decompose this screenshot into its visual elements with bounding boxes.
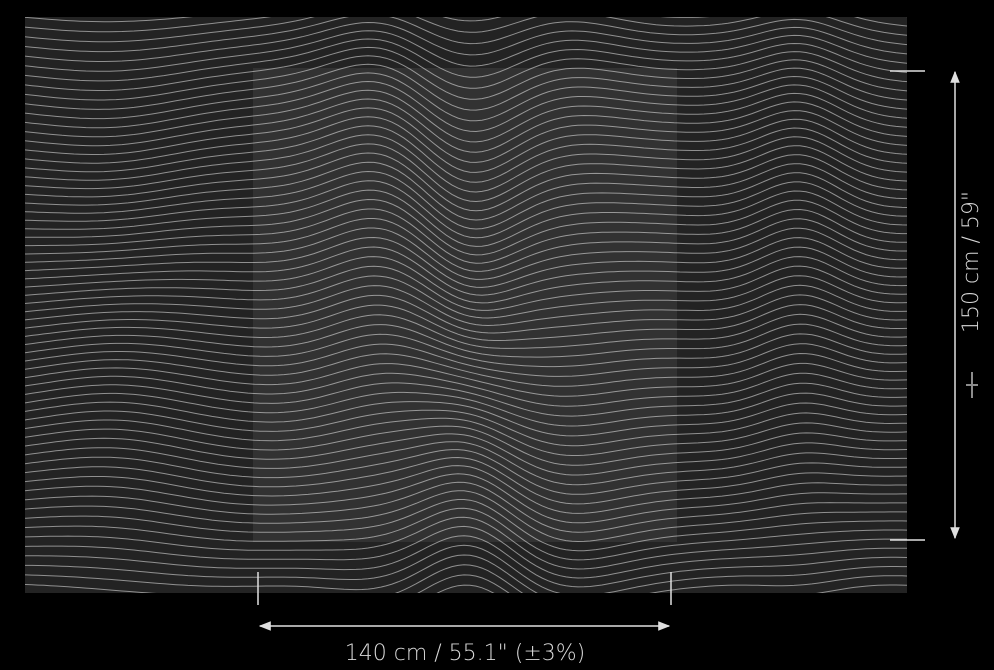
wave-line xyxy=(25,362,907,397)
wave-line xyxy=(436,584,495,593)
wave-line xyxy=(25,89,907,143)
wave-line xyxy=(25,294,907,334)
wave-line xyxy=(25,284,907,327)
wave-line xyxy=(25,17,907,43)
wave-line xyxy=(25,227,907,280)
wave-line xyxy=(25,417,907,456)
wave-line xyxy=(25,30,907,72)
width-label: 140 cm / 55.1" (±3%) xyxy=(345,641,586,666)
wave-line xyxy=(25,425,907,466)
wave-line xyxy=(25,391,907,427)
wave-line xyxy=(25,180,907,239)
wave-line xyxy=(25,17,907,53)
wave-line xyxy=(25,490,907,543)
wave-line xyxy=(25,516,907,570)
wave-line xyxy=(25,333,907,368)
wave-line xyxy=(25,465,907,514)
wave-line xyxy=(25,382,907,417)
wave-line xyxy=(25,304,907,341)
wave-line xyxy=(25,170,907,230)
wallpaper-base xyxy=(25,17,907,593)
wave-line xyxy=(25,433,907,476)
wave-line xyxy=(25,161,907,221)
wave-line xyxy=(25,352,907,387)
wave-line xyxy=(25,525,907,579)
wave-line xyxy=(25,17,907,23)
wave-line xyxy=(25,134,907,193)
wave-line xyxy=(25,409,907,447)
wave-line xyxy=(25,55,907,101)
wave-line xyxy=(25,564,907,593)
wave-line xyxy=(25,189,907,247)
wave-line xyxy=(25,198,907,256)
wave-line xyxy=(25,313,907,349)
wave-line xyxy=(25,265,907,311)
wave-line xyxy=(25,208,907,264)
wave-line xyxy=(25,98,907,153)
wave-line xyxy=(25,441,907,486)
wave-line xyxy=(25,554,907,593)
wave-line xyxy=(25,456,907,505)
height-label: 150 cm / 59" xyxy=(959,191,984,333)
wave-line xyxy=(25,72,907,122)
wallpaper xyxy=(25,17,907,593)
wave-line xyxy=(25,275,907,319)
height-symbol xyxy=(966,372,978,398)
wave-line xyxy=(25,143,907,203)
wave-line xyxy=(25,544,907,593)
wave-line xyxy=(25,323,907,358)
wave-line xyxy=(25,46,907,91)
wave-line xyxy=(417,574,510,593)
wave-line xyxy=(25,507,907,561)
wave-lines xyxy=(25,17,907,593)
wave-line xyxy=(25,218,907,272)
wave-line xyxy=(25,107,907,163)
wave-line xyxy=(25,401,907,437)
wave-line xyxy=(25,125,907,183)
wave-line xyxy=(25,21,907,62)
wave-line xyxy=(25,17,907,33)
panel-highlight xyxy=(253,68,677,542)
wave-line xyxy=(25,236,907,288)
wave-line xyxy=(25,38,907,82)
wave-line xyxy=(25,535,907,588)
wave-line xyxy=(25,481,907,533)
wave-line xyxy=(25,80,907,133)
wave-line xyxy=(25,256,907,304)
wave-line xyxy=(25,63,907,111)
wave-line xyxy=(25,499,907,552)
wave-line xyxy=(25,246,907,296)
wave-line xyxy=(25,116,907,173)
wave-line xyxy=(25,343,907,377)
wave-line xyxy=(25,473,907,524)
wave-line xyxy=(25,152,907,212)
wave-line xyxy=(25,372,907,407)
wave-line xyxy=(25,449,907,495)
